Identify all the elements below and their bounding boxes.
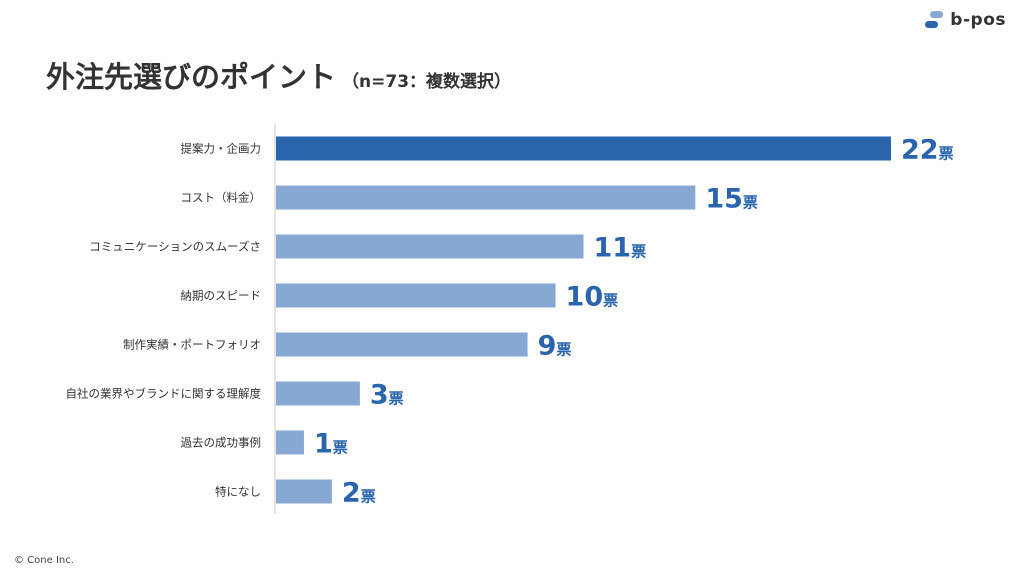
- page-subtitle: （n=73：複数選択）: [342, 72, 512, 92]
- bar: [276, 185, 696, 210]
- bar: [276, 283, 556, 308]
- value-label: 2票: [342, 478, 376, 509]
- title-block: 外注先選びのポイント （n=73：複数選択）: [46, 54, 511, 96]
- category-label: 制作実績・ポートフォリオ: [123, 338, 261, 352]
- bar: [276, 234, 584, 259]
- category-label: 過去の成功事例: [181, 436, 262, 450]
- value-label: 10票: [566, 282, 619, 313]
- value-label: 9票: [538, 331, 572, 362]
- bar: [276, 381, 360, 406]
- category-label: コミュニケーションのスムーズさ: [89, 240, 261, 254]
- bar: [276, 479, 332, 504]
- value-label: 3票: [370, 380, 404, 411]
- value-label: 15票: [705, 184, 758, 215]
- category-label: 納期のスピード: [181, 289, 262, 303]
- bar: [276, 136, 891, 161]
- brand-logo: b-pos: [924, 10, 1006, 30]
- category-label: 自社の業界やブランドに関する理解度: [66, 387, 262, 401]
- page-title: 外注先選びのポイント: [46, 60, 337, 94]
- value-label: 1票: [314, 429, 348, 460]
- copyright: © Cone Inc.: [14, 555, 74, 566]
- category-label: 特になし: [215, 485, 261, 499]
- bar: [276, 430, 304, 455]
- category-label: コスト（料金）: [181, 191, 262, 205]
- value-label: 22票: [901, 135, 954, 166]
- category-label: 提案力・企画力: [181, 142, 262, 156]
- b-pos-logo-icon: [925, 11, 944, 28]
- value-label: 11票: [594, 233, 647, 264]
- bar: [276, 332, 528, 357]
- brand-name: b-pos: [950, 10, 1006, 30]
